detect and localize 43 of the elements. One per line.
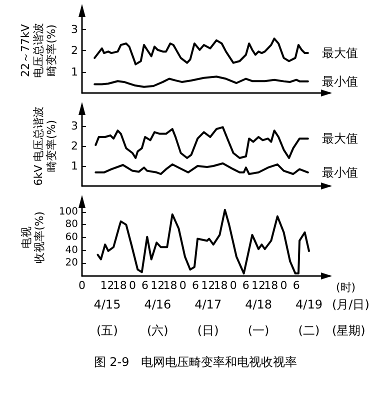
y-tick-label: 80 bbox=[65, 219, 78, 230]
x-tick-label: 6 bbox=[292, 279, 300, 292]
text: 4/17 (日) bbox=[194, 298, 222, 338]
series-label: 最小值 bbox=[322, 74, 358, 88]
series-label: 最大值 bbox=[322, 132, 358, 146]
y-tick-label: 2 bbox=[71, 44, 78, 57]
text: 4/19 (二) bbox=[296, 298, 322, 338]
x-tick-label: 12 bbox=[252, 279, 266, 292]
x-tick-label: 18 bbox=[112, 279, 127, 292]
x-tick-label: 0 bbox=[78, 279, 86, 292]
y-axis-title: 6kV 电压总谐波畸变率(%) bbox=[32, 106, 58, 186]
x-tick-label: 6 bbox=[242, 279, 250, 292]
y-tick-label: 3 bbox=[71, 120, 78, 132]
x-tick-label: 12 bbox=[100, 279, 114, 292]
x-tick-label: 0 bbox=[280, 279, 288, 292]
x-tick-label: 0 bbox=[230, 279, 237, 292]
x-tick-label: 18 bbox=[163, 279, 178, 292]
x-tick-label: 0 bbox=[179, 279, 186, 292]
x-tick-label: 18 bbox=[264, 279, 278, 292]
x-axis-title: (时) bbox=[336, 281, 356, 294]
series-label: 最大值 bbox=[322, 46, 358, 60]
x-tick-label: 6 bbox=[192, 279, 199, 292]
text: (月/日) (星期) bbox=[332, 298, 370, 338]
y-tick-label: 40 bbox=[65, 244, 78, 256]
x-tick-label: 12 bbox=[201, 279, 216, 292]
text: 4/18 (一) bbox=[245, 298, 272, 338]
y-tick-label: 20 bbox=[65, 258, 78, 269]
y-tick-label: 1 bbox=[71, 65, 78, 78]
series-label: 最小值 bbox=[322, 165, 358, 180]
x-tick-label: 12 bbox=[150, 279, 165, 292]
y-tick-label: 100 bbox=[58, 206, 78, 218]
y-tick-label: 3 bbox=[71, 22, 78, 36]
y-axis-title: 22～77kV电压总谐波畸变率(%) bbox=[19, 23, 58, 78]
y-axis-title: 电视收视率(%) bbox=[20, 211, 46, 264]
y-tick-label: 1 bbox=[71, 160, 78, 172]
y-tick-label: 60 bbox=[65, 232, 78, 243]
text: 4/15 (五) bbox=[94, 298, 121, 338]
x-tick-label: 0 bbox=[128, 279, 136, 292]
text: 4/16 (六) bbox=[144, 298, 172, 338]
caption: 图 2-9 电网电压畸变率和电视收视率 bbox=[94, 355, 298, 369]
y-tick-label: 2 bbox=[71, 140, 78, 152]
x-tick-label: 6 bbox=[142, 279, 149, 292]
x-tick-label: 18 bbox=[214, 279, 228, 292]
